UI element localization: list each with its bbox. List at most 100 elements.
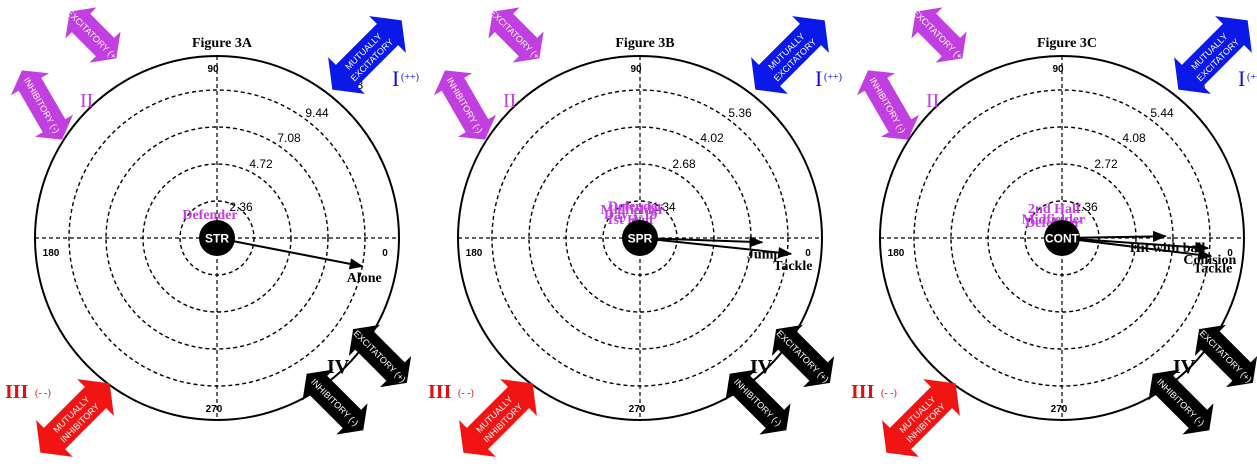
ring-label-1: 1.36 [1074, 200, 1098, 214]
excitatory-plus-arrow-text: EXCITATORY (+) [488, 7, 544, 63]
center-label: SPR [628, 232, 653, 246]
quadrant-III-label: III [428, 381, 452, 403]
vector-arrow-1 [216, 237, 364, 270]
mutually-inhibitory-arrow-shape [36, 379, 114, 457]
ring-label-2: 4.72 [249, 157, 273, 171]
quadrant-III-label: III [5, 381, 29, 403]
quadrant-IV-label: IV [327, 356, 350, 378]
excitatory-plus-black-arrow-shape [771, 324, 835, 388]
inhibitory-minus-arrow: INHIBITORY (-) [856, 70, 920, 140]
excitatory-plus-arrow: EXCITATORY (+) [911, 7, 967, 63]
center-disk [622, 220, 658, 256]
mutually-inhibitory-arrow-shape [459, 379, 537, 457]
angle-0: 0 [382, 248, 388, 259]
angle-90: 90 [207, 64, 219, 75]
quadrant-III-sup: (- -) [458, 388, 474, 399]
inhibitory-minus-black-arrow-shape [725, 369, 791, 435]
quadrant-I-sup: (++) [824, 72, 842, 83]
excitatory-plus-black-arrow: EXCITATORY (+) [771, 324, 835, 388]
inhibitory-minus-arrow: INHIBITORY (-) [433, 70, 497, 140]
quadrant-III-sup: (- -) [881, 388, 897, 399]
excitatory-plus-black-arrow-text: EXCITATORY (+) [352, 328, 408, 384]
excitatory-plus-black-arrow: EXCITATORY (+) [348, 324, 412, 388]
mutually-excitatory-arrow-shape [751, 16, 829, 94]
quadrant-IV-label: IV [1173, 356, 1196, 378]
ring-label-4: 5.36 [728, 106, 752, 120]
quadrant-II-label: II [926, 90, 939, 112]
ring-label-3: 7.08 [277, 131, 301, 145]
vector-label-5: Tackle [1193, 261, 1232, 276]
vector-label-1: Alone [347, 271, 382, 286]
angle-180: 180 [43, 248, 60, 259]
excitatory-plus-black-arrow-text: EXCITATORY (+) [775, 328, 831, 384]
quadrant-IV-label: IV [750, 356, 773, 378]
inhibitory-minus-black-arrow-shape [1148, 369, 1214, 435]
vector-label-2: Day 1-19 [604, 208, 657, 223]
angle-180: 180 [466, 248, 483, 259]
vector-arrow-5 [1061, 237, 1213, 261]
angle-0: 0 [1227, 248, 1233, 259]
mutually-excitatory-arrow-shape [328, 16, 406, 94]
ring-label-2: 2.68 [672, 157, 696, 171]
angle-0: 0 [805, 248, 811, 259]
quadrant-III-sup: (- -) [35, 388, 51, 399]
center-disk [199, 220, 235, 256]
quadrant-I-sup: (++) [1247, 72, 1257, 83]
ring-3 [105, 126, 329, 350]
ring-label-3: 4.02 [700, 131, 724, 145]
ring-label-1: 1.34 [652, 200, 676, 214]
ring-label-2: 2.72 [1094, 157, 1118, 171]
ring-3 [950, 126, 1174, 350]
angle-270: 270 [1051, 404, 1068, 415]
vector-arrow-4 [1061, 237, 1210, 253]
figure-title: Figure 3B [615, 36, 674, 51]
angle-270: 270 [629, 404, 646, 415]
excitatory-plus-black-arrow-shape [1194, 324, 1257, 388]
excitatory-plus-arrow-shape [911, 7, 967, 63]
quadrant-I-label: I [1238, 66, 1245, 91]
quadrant-II-label: II [503, 90, 516, 112]
vector-arrow-4 [639, 236, 764, 248]
angle-90: 90 [1052, 64, 1064, 75]
ring-label-4: 5.44 [1150, 106, 1174, 120]
excitatory-plus-black-arrow-text: EXCITATORY (+) [1198, 328, 1254, 384]
ring-label-4: 9.44 [305, 106, 329, 120]
vector-arrow-5 [639, 237, 793, 259]
figure-title: Figure 3C [1037, 36, 1097, 51]
inhibitory-minus-arrow-shape [856, 70, 920, 140]
vector-label-5: Tackle [773, 259, 812, 274]
vector-label-0: Defender [182, 208, 237, 223]
mutually-inhibitory-arrow-shape [882, 379, 960, 457]
vector-label-1: Midfielder [600, 203, 664, 218]
angle-270: 270 [206, 404, 223, 415]
excitatory-plus-arrow-text: EXCITATORY (+) [911, 7, 967, 63]
center-label: CONT [1045, 232, 1080, 246]
quadrant-I-label: I [815, 66, 822, 91]
excitatory-plus-arrow-shape [488, 7, 544, 63]
ring-label-3: 4.08 [1122, 131, 1146, 145]
angle-90: 90 [630, 64, 642, 75]
excitatory-plus-arrow-text: EXCITATORY (+) [65, 7, 121, 63]
quadrant-I-label: I [392, 66, 399, 91]
excitatory-plus-black-arrow-shape [348, 324, 412, 388]
inhibitory-minus-arrow: INHIBITORY (-) [10, 70, 74, 140]
vector-label-0: 2nd Half [1028, 202, 1081, 217]
center-label: STR [205, 232, 229, 246]
quadrant-I-sup: (++) [401, 72, 419, 83]
vector-label-0: Defender [608, 199, 663, 214]
quadrant-III-label: III [851, 381, 875, 403]
inhibitory-minus-black-arrow-shape [302, 369, 368, 435]
ring-label-1: 2.36 [229, 200, 253, 214]
vector-label-4: Collision [1183, 253, 1236, 268]
excitatory-plus-arrow: EXCITATORY (+) [488, 7, 544, 63]
excitatory-plus-arrow: EXCITATORY (+) [65, 7, 121, 63]
